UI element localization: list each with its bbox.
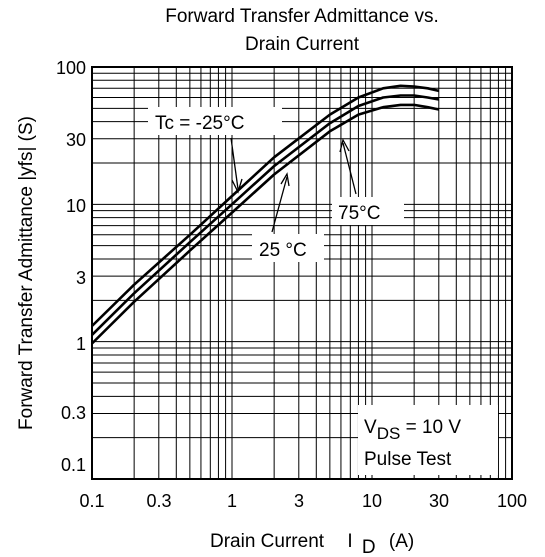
- y-axis-label: Forward Transfer Admittance |yfs| (S): [16, 116, 37, 430]
- curves: [91, 84, 440, 345]
- chart-title-line1: Forward Transfer Admittance vs.: [165, 6, 439, 27]
- plot-frame: [91, 66, 513, 480]
- annotation-75c-text: 75°C: [338, 203, 380, 224]
- annotation-25c: 25 °C: [252, 172, 324, 262]
- y-tick-labels: 100 30 10 3 1 0.3 0.1: [56, 58, 86, 475]
- y-tick-label-3: 3: [76, 268, 86, 288]
- y-tick-label-100: 100: [56, 58, 86, 78]
- x-tick-label-30: 30: [429, 491, 449, 511]
- series-line-2: [91, 103, 440, 345]
- x-tick-label-0.3: 0.3: [146, 491, 171, 511]
- series-line-1: [91, 94, 440, 336]
- y-tick-label-1: 1: [76, 334, 86, 354]
- x-tick-label-3: 3: [294, 491, 304, 511]
- y-tick-label-0.1: 0.1: [61, 455, 86, 475]
- x-tick-labels: 0.1 0.3 1 3 10 30 100: [79, 491, 527, 511]
- annotation-tc-minus25: Tc = -25°C: [148, 107, 282, 194]
- x-axis-label-text: Drain Current: [210, 531, 325, 552]
- x-tick-label-10: 10: [362, 491, 382, 511]
- x-axis-label-unit: (A): [389, 531, 414, 552]
- test-condition-pulse: Pulse Test: [364, 449, 452, 470]
- x-tick-label-100: 100: [497, 491, 527, 511]
- annotation-75c: 75°C: [332, 138, 404, 225]
- chart-title-line2: Drain Current: [245, 34, 360, 55]
- test-conditions: VDS = 10 V Pulse Test: [358, 405, 498, 475]
- annotation-25c-text: 25 °C: [259, 240, 307, 261]
- x-axis-label-symbol: I: [347, 531, 352, 552]
- y-tick-label-10: 10: [66, 196, 86, 216]
- y-tick-label-30: 30: [66, 130, 86, 150]
- x-tick-label-1: 1: [227, 491, 237, 511]
- x-tick-label-0.1: 0.1: [79, 491, 104, 511]
- y-tick-label-0.3: 0.3: [61, 403, 86, 423]
- series-line-0: [91, 84, 440, 327]
- annotation-tc-minus25-text: Tc = -25°C: [155, 113, 244, 134]
- x-axis-label-subscript: D: [362, 537, 376, 557]
- test-condition-vds: VDS = 10 V: [364, 417, 461, 443]
- x-axis-label: Drain Current I D (A): [210, 531, 414, 557]
